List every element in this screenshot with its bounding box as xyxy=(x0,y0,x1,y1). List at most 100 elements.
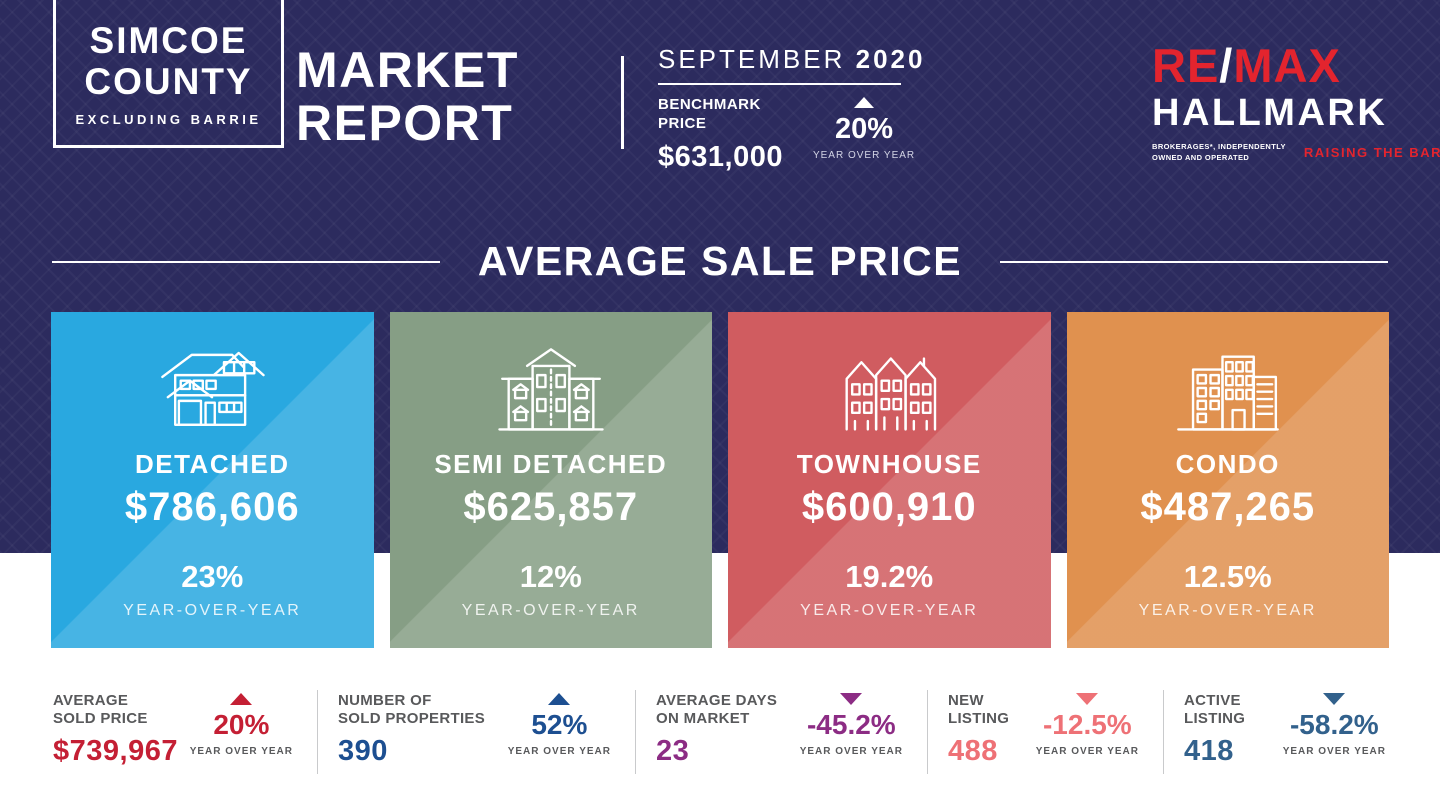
card-semi-detached-change: 12% xyxy=(519,559,582,594)
heading-rule-left xyxy=(52,260,440,263)
stat-sold-properties-main: NUMBER OF SOLD PROPERTIES 390 xyxy=(338,692,485,768)
stat-label: AVERAGE DAYS ON MARKET xyxy=(656,692,777,729)
brand-name-max: MAX xyxy=(1233,39,1341,92)
stat-new-listing: NEW LISTING 488 -12.5% YEAR OVER YEAR xyxy=(928,690,1164,774)
card-condo-content: CONDO $487,265 12.5% YEAR-OVER-YEAR xyxy=(1067,312,1390,620)
card-detached-change: 23% xyxy=(181,559,244,594)
brand-footer: BROKERAGES*, INDEPENDENTLY OWNED AND OPE… xyxy=(1152,142,1440,163)
heading-rule-right xyxy=(1000,260,1388,263)
card-townhouse-price: $600,910 xyxy=(801,485,977,529)
report-title-line1: MARKET xyxy=(296,42,519,98)
benchmark-change-label: YEAR OVER YEAR xyxy=(812,150,916,161)
stat-value: 488 xyxy=(948,734,998,767)
stat-change-group: -45.2% YEAR OVER YEAR xyxy=(800,692,903,768)
stat-change-label: YEAR OVER YEAR xyxy=(1035,746,1139,757)
market-stats-row: AVERAGE SOLD PRICE $739,967 20% YEAR OVE… xyxy=(50,690,1390,774)
brand-name-re: RE xyxy=(1152,39,1220,92)
card-condo-price: $487,265 xyxy=(1140,485,1316,529)
stat-label-line1: AVERAGE DAYS xyxy=(656,692,778,709)
stat-label-line1: AVERAGE xyxy=(53,692,129,709)
stat-change-value: -58.2% xyxy=(1289,709,1379,740)
section-title: AVERAGE SALE PRICE xyxy=(477,238,963,284)
arrow-up-icon xyxy=(230,693,253,705)
card-detached-change-label: YEAR-OVER-YEAR xyxy=(123,602,302,619)
stat-label-line1: NEW xyxy=(948,692,984,709)
card-townhouse-change-label: YEAR-OVER-YEAR xyxy=(800,602,979,619)
stat-label: AVERAGE SOLD PRICE xyxy=(53,692,178,729)
stat-change-group: 52% YEAR OVER YEAR xyxy=(508,692,611,768)
report-title: MARKET REPORT xyxy=(296,44,519,150)
card-townhouse-type: TOWNHOUSE xyxy=(796,449,982,479)
stat-days-on-market: AVERAGE DAYS ON MARKET 23 -45.2% YEAR OV… xyxy=(636,690,928,774)
header-vertical-divider xyxy=(621,56,624,149)
stat-change-label: YEAR OVER YEAR xyxy=(189,746,293,757)
arrow-down-icon xyxy=(840,693,863,705)
region-name-line1: SIMCOE xyxy=(89,19,248,61)
condo-building-icon xyxy=(1067,342,1390,434)
stat-change-value: 52% xyxy=(531,709,588,740)
card-detached-type: DETACHED xyxy=(134,449,290,479)
stat-label-line1: NUMBER OF xyxy=(338,692,432,709)
region-name-line2: COUNTY xyxy=(84,60,253,102)
brand-name: RE/MAX xyxy=(1152,42,1394,89)
card-condo: CONDO $487,265 12.5% YEAR-OVER-YEAR xyxy=(1066,312,1390,648)
card-condo-change-label: YEAR-OVER-YEAR xyxy=(1138,602,1317,619)
benchmark-price-value: $631,000 xyxy=(658,140,783,173)
card-detached: DETACHED $786,606 23% YEAR-OVER-YEAR xyxy=(51,312,374,648)
stat-label: ACTIVE LISTING xyxy=(1184,692,1245,729)
stat-sold-properties: NUMBER OF SOLD PROPERTIES 390 52% YEAR O… xyxy=(318,690,636,774)
benchmark-label-line2: PRICE xyxy=(658,114,707,132)
arrow-down-icon xyxy=(1323,693,1346,705)
stat-value: 418 xyxy=(1184,734,1234,767)
card-detached-content: DETACHED $786,606 23% YEAR-OVER-YEAR xyxy=(51,312,374,620)
stat-average-sold-price: AVERAGE SOLD PRICE $739,967 20% YEAR OVE… xyxy=(50,690,318,774)
stat-value: 23 xyxy=(656,734,690,767)
period-year: 2020 xyxy=(855,44,926,74)
report-period: SEPTEMBER 2020 xyxy=(658,44,925,75)
stat-average-sold-price-main: AVERAGE SOLD PRICE $739,967 xyxy=(53,692,178,768)
card-condo-type: CONDO xyxy=(1175,449,1280,479)
card-townhouse-content: TOWNHOUSE $600,910 19.2% YEAR-OVER-YEAR xyxy=(728,312,1051,620)
benchmark-change-group: 20% YEAR OVER YEAR xyxy=(813,96,915,174)
townhouse-icon xyxy=(728,342,1051,434)
arrow-up-icon xyxy=(854,97,875,108)
region-badge: SIMCOE COUNTY EXCLUDING BARRIE xyxy=(53,0,284,148)
stat-label: NEW LISTING xyxy=(948,692,1009,729)
stat-change-value: 20% xyxy=(213,709,270,740)
stat-label-line2: SOLD PRICE xyxy=(53,710,148,728)
arrow-down-icon xyxy=(1076,693,1099,705)
benchmark-price-group: BENCHMARK PRICE $631,000 xyxy=(658,96,783,174)
stat-label: NUMBER OF SOLD PROPERTIES xyxy=(338,692,485,729)
arrow-up-icon xyxy=(548,693,571,705)
stat-new-listing-main: NEW LISTING 488 xyxy=(948,692,1009,768)
period-underline xyxy=(658,83,901,85)
card-detached-price: $786,606 xyxy=(124,485,300,529)
stat-active-listing-main: ACTIVE LISTING 418 xyxy=(1184,692,1245,768)
report-title-line2: REPORT xyxy=(296,95,514,151)
benchmark-label-line1: BENCHMARK xyxy=(658,96,761,113)
stat-value: 390 xyxy=(338,734,388,767)
card-townhouse-change: 19.2% xyxy=(845,559,934,594)
brand-disclaimer: BROKERAGES*, INDEPENDENTLY OWNED AND OPE… xyxy=(1152,142,1286,163)
stat-change-label: YEAR OVER YEAR xyxy=(799,746,903,757)
detached-house-icon xyxy=(51,342,374,434)
card-semi-detached-content: SEMI DETACHED $625,857 12% YEAR-OVER-YEA… xyxy=(390,312,713,620)
brand-name-slash: / xyxy=(1219,39,1234,92)
card-semi-detached: SEMI DETACHED $625,857 12% YEAR-OVER-YEA… xyxy=(389,312,713,648)
stat-change-label: YEAR OVER YEAR xyxy=(507,746,611,757)
stat-label-line2: LISTING xyxy=(1184,710,1246,728)
stat-active-listing: ACTIVE LISTING 418 -58.2% YEAR OVER YEAR xyxy=(1164,690,1390,774)
stat-change-group: 20% YEAR OVER YEAR xyxy=(190,692,293,768)
brand-subname: HALLMARK xyxy=(1152,92,1388,134)
stat-change-value: -45.2% xyxy=(806,709,896,740)
benchmark-row: BENCHMARK PRICE $631,000 20% YEAR OVER Y… xyxy=(658,96,925,174)
brand-tagline: RAISING THE BAR xyxy=(1303,145,1440,160)
stat-change-group: -12.5% YEAR OVER YEAR xyxy=(1036,692,1139,768)
card-condo-change: 12.5% xyxy=(1183,559,1272,594)
section-heading: AVERAGE SALE PRICE xyxy=(0,238,1440,285)
brand-disclaimer-line2: OWNED AND OPERATED xyxy=(1152,152,1250,162)
stat-value: $739,967 xyxy=(53,734,178,767)
semi-detached-house-icon xyxy=(390,342,713,434)
period-month: SEPTEMBER xyxy=(658,44,846,74)
card-semi-detached-type: SEMI DETACHED xyxy=(434,449,668,479)
